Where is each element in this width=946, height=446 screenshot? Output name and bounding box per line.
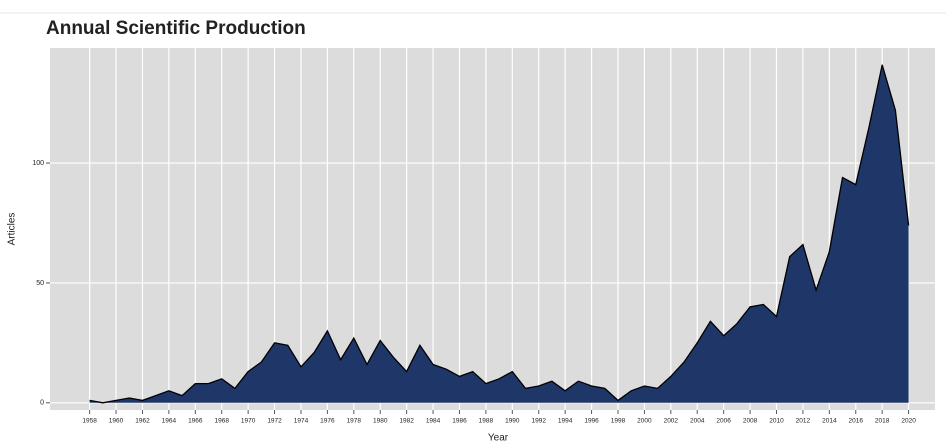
- x-tick-label: 2018: [875, 418, 890, 425]
- x-tick-label: 1966: [188, 418, 203, 425]
- x-tick-label: 1976: [320, 418, 335, 425]
- x-tick-label: 1968: [214, 418, 229, 425]
- x-tick-label: 1964: [162, 418, 177, 425]
- x-tick-label: 2010: [769, 418, 784, 425]
- x-tick-label: 1972: [267, 418, 282, 425]
- x-tick-label: 1960: [109, 418, 124, 425]
- x-tick-label: 2020: [901, 418, 916, 425]
- x-tick-label: 2004: [690, 418, 705, 425]
- x-tick-label: 1980: [373, 418, 388, 425]
- x-tick-label: 2012: [796, 418, 811, 425]
- x-tick-label: 2000: [637, 418, 652, 425]
- x-tick-label: 1982: [399, 418, 414, 425]
- y-tick-label: 0: [40, 400, 44, 407]
- area-outline: [89, 64, 910, 404]
- x-tick-label: 2016: [849, 418, 864, 425]
- x-tick-label: 1988: [479, 418, 494, 425]
- x-tick-label: 2006: [716, 418, 731, 425]
- x-axis-label: Year: [488, 433, 509, 444]
- x-tick-label: 2014: [822, 418, 837, 425]
- x-tick-label: 1992: [531, 418, 546, 425]
- area: [89, 64, 909, 403]
- x-tick-label: 1962: [135, 418, 150, 425]
- y-axis-label: Articles: [7, 213, 18, 246]
- x-tick-label: 1990: [505, 418, 520, 425]
- x-tick-label: 1978: [347, 418, 362, 425]
- x-tick-label: 2008: [743, 418, 758, 425]
- x-tick-label: 1974: [294, 418, 309, 425]
- x-tick-label: 1994: [558, 418, 573, 425]
- y-tick-label: 50: [36, 280, 44, 287]
- x-tick-label: 2002: [664, 418, 679, 425]
- x-tick-label: 1996: [584, 418, 599, 425]
- x-tick-label: 1986: [452, 418, 467, 425]
- x-tick-label: 1998: [611, 418, 626, 425]
- x-tick-label: 1958: [82, 418, 97, 425]
- y-tick-label: 100: [32, 160, 44, 167]
- x-tick-label: 1984: [426, 418, 441, 425]
- chart-title: Annual Scientific Production: [46, 18, 306, 39]
- x-tick-label: 1970: [241, 418, 256, 425]
